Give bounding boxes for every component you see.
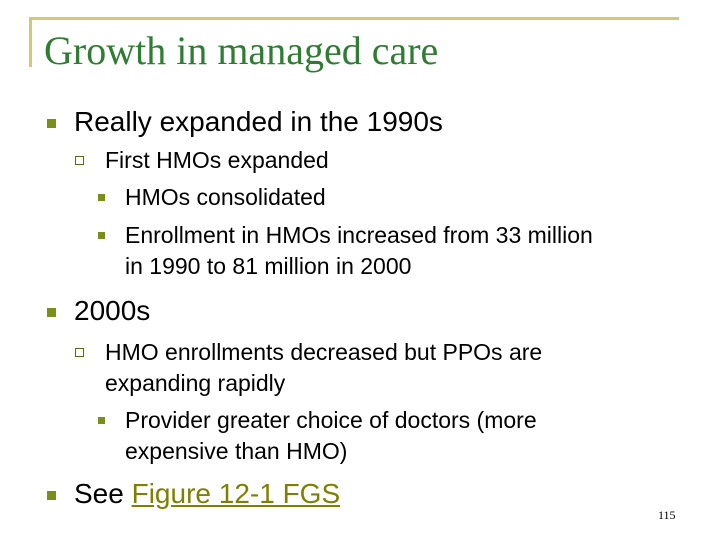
page-number: 115 xyxy=(658,508,676,522)
sub-bullet-marker xyxy=(75,156,84,165)
bullet-2-sub-1-line-1: HMO enrollments decreased but PPOs are xyxy=(105,339,543,365)
bullet-3-prefix: See xyxy=(74,478,132,509)
figure-12-1-link[interactable]: Figure 12-1 FGS xyxy=(131,478,341,509)
bullet-2-sub-1-a-line-1: Provider greater choice of doctors (more xyxy=(125,407,537,433)
bullet-2-text: 2000s xyxy=(74,295,151,326)
frame-top-line xyxy=(29,17,679,20)
bullet-marker xyxy=(47,308,56,317)
sub-sub-bullet-marker xyxy=(98,194,105,201)
sub-sub-bullet-marker xyxy=(98,417,105,424)
sub-sub-bullet-marker xyxy=(98,232,105,239)
bullet-1-sub-1-b-line-1: Enrollment in HMOs increased from 33 mil… xyxy=(125,222,593,248)
sub-bullet-marker xyxy=(75,348,84,357)
bullet-marker xyxy=(47,119,56,128)
bullet-1-sub-1-a-text: HMOs consolidated xyxy=(125,184,326,210)
bullet-2-sub-1-line-2: expanding rapidly xyxy=(105,370,286,396)
bullet-1-sub-1-text: First HMOs expanded xyxy=(105,147,329,173)
bullet-2-sub-1-a-line-2: expensive than HMO) xyxy=(125,438,348,464)
bullet-3-text: See Figure 12-1 FGS xyxy=(74,477,340,511)
bullet-1-text: Really expanded in the 1990s xyxy=(74,106,443,137)
bullet-marker xyxy=(47,491,56,500)
bullet-1-sub-1-b-line-2: in 1990 to 81 million in 2000 xyxy=(125,253,412,279)
slide-title: Growth in managed care xyxy=(44,28,439,73)
frame-left-line xyxy=(29,17,32,67)
